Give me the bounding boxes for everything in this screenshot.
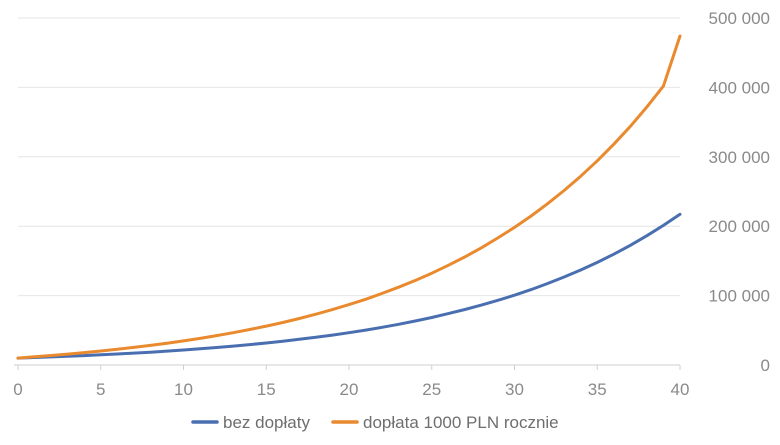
- x-tick-label: 30: [505, 380, 524, 399]
- y-tick-label: 300 000: [709, 148, 770, 167]
- series-line-1: [16, 212, 682, 360]
- y-tick-label: 100 000: [709, 287, 770, 306]
- y-tick-label: 0: [761, 356, 770, 375]
- legend-label: dopłata 1000 PLN rocznie: [363, 413, 559, 432]
- x-tick-label: 15: [257, 380, 276, 399]
- legend: bez dopłaty dopłata 1000 PLN rocznie: [191, 413, 559, 432]
- x-tick-label: 10: [174, 380, 193, 399]
- y-tick-label: 200 000: [709, 217, 770, 236]
- series-lines: [16, 34, 682, 360]
- gridlines: [18, 17, 680, 297]
- y-axis-labels: 0 100 000 200 000 300 000 400 000 500 000: [709, 9, 770, 375]
- x-tick-label: 0: [13, 380, 22, 399]
- x-tick-label: 25: [422, 380, 441, 399]
- x-tick-label: 20: [340, 380, 359, 399]
- legend-label: bez dopłaty: [223, 413, 310, 432]
- x-tick-label: 40: [671, 380, 690, 399]
- series-line-2: [16, 34, 682, 360]
- x-tick-label: 5: [96, 380, 105, 399]
- x-tick-label: 35: [588, 380, 607, 399]
- x-axis-labels: 0 5 10 15 20 25 30 35 40: [13, 380, 689, 399]
- x-axis: [14, 364, 681, 370]
- y-tick-label: 500 000: [709, 9, 770, 28]
- y-tick-label: 400 000: [709, 78, 770, 97]
